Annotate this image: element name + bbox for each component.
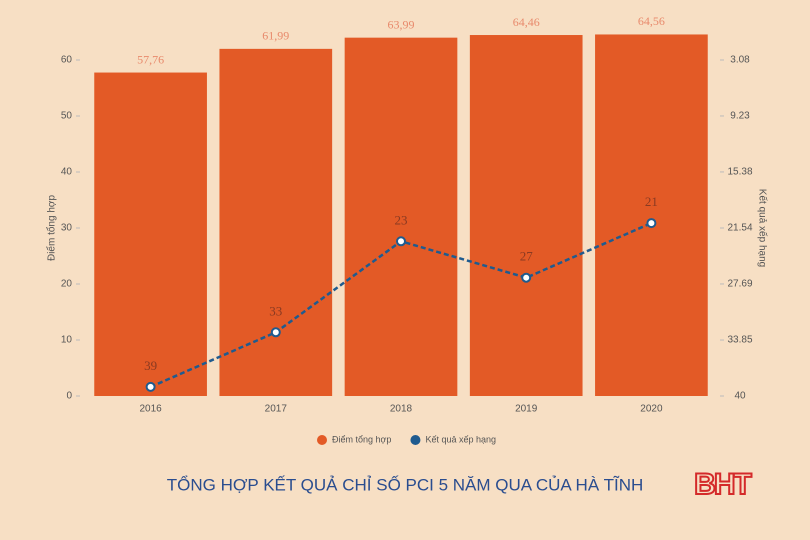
- y-tick-label: 40: [61, 167, 73, 178]
- y-tick-label: 0: [66, 391, 72, 402]
- legend-label: Kết quả xếp hạng: [425, 434, 496, 444]
- x-tick-label: 2018: [390, 404, 413, 415]
- line-marker: [646, 218, 657, 229]
- bar-value-label: 64,46: [513, 15, 540, 29]
- legend-marker: [410, 435, 421, 445]
- y-axis-label: Điểm tổng hợp: [46, 195, 58, 261]
- y2-axis-label: Kết quả xếp hạng: [756, 189, 768, 267]
- y-tick-label: 20: [61, 279, 73, 290]
- bar-value-label: 64,56: [638, 14, 665, 28]
- y2-tick-label: 15.38: [727, 167, 752, 178]
- chart-title: TỔNG HỢP KẾT QUẢ CHỈ SỐ PCI 5 NĂM QUA CỦ…: [167, 474, 644, 494]
- y2-tick-label: 27.69: [727, 279, 752, 290]
- line-marker: [396, 236, 406, 247]
- logo: BHT: [694, 468, 751, 501]
- line-value-label: 27: [520, 249, 534, 264]
- y2-tick-label: 3.08: [730, 55, 750, 66]
- bar: [94, 72, 207, 396]
- y2-tick-label: 21.54: [727, 223, 752, 234]
- line-marker: [270, 327, 281, 338]
- bar-value-label: 61,99: [262, 29, 289, 43]
- y2-tick-label: 40: [734, 391, 746, 402]
- legend-marker: [317, 435, 327, 445]
- x-tick-label: 2017: [265, 404, 288, 415]
- line-value-label: 21: [645, 194, 658, 209]
- bar: [469, 35, 583, 397]
- bar: [219, 48, 333, 397]
- y-tick-label: 60: [61, 55, 73, 66]
- bar: [344, 37, 458, 396]
- y2-tick-label: 33.85: [727, 335, 752, 346]
- y-tick-label: 30: [61, 223, 73, 234]
- x-tick-label: 2016: [139, 404, 162, 415]
- bar-value-label: 57,76: [137, 52, 164, 66]
- line-value-label: 33: [269, 303, 282, 318]
- bar-value-label: 63,99: [388, 17, 415, 31]
- line-marker: [521, 272, 532, 283]
- x-tick-label: 2019: [515, 404, 538, 415]
- y-tick-label: 50: [61, 111, 73, 122]
- line-marker: [145, 381, 156, 392]
- y2-tick-label: 9.23: [730, 111, 750, 122]
- bar: [595, 34, 708, 397]
- line-value-label: 23: [395, 212, 408, 227]
- line-value-label: 39: [144, 358, 157, 373]
- y-tick-label: 10: [61, 335, 73, 346]
- x-tick-label: 2020: [640, 404, 663, 415]
- legend-label: Điểm tổng hợp: [332, 434, 391, 444]
